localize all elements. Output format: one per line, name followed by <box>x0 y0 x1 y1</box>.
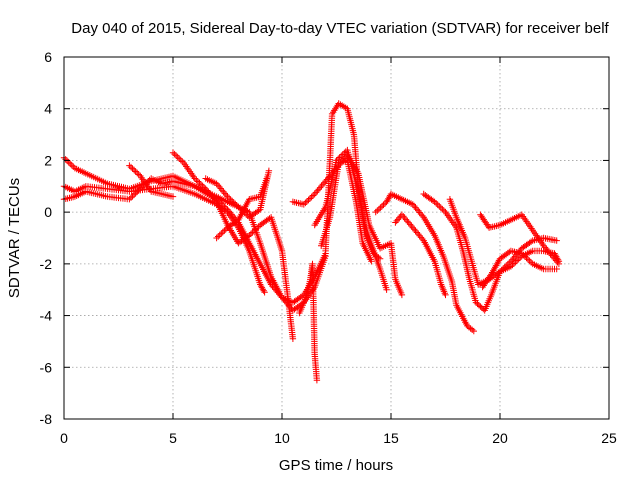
series-markers <box>289 152 406 299</box>
series-markers <box>392 211 449 299</box>
series-markers <box>318 157 375 265</box>
x-tick-label: 10 <box>274 430 290 446</box>
y-tick-label: 4 <box>44 101 52 117</box>
y-tick-label: 2 <box>44 152 52 168</box>
x-axis-label: GPS time / hours <box>279 457 393 474</box>
y-tick-label: -8 <box>40 411 53 427</box>
series-sat-l <box>318 157 375 265</box>
series-sat-g <box>213 175 270 242</box>
axis-ticks: 0 5 10 15 20 25 -8 -6 -4 -2 0 2 4 6 <box>40 49 617 446</box>
series-sat-e <box>169 149 297 342</box>
series-markers <box>372 190 477 335</box>
y-tick-label: -6 <box>40 359 53 375</box>
series-layer <box>60 100 563 384</box>
series-markers <box>296 260 321 384</box>
series-sat-i <box>289 152 406 299</box>
x-tick-label: 25 <box>601 430 617 446</box>
series-markers <box>213 175 270 242</box>
series-markers <box>420 190 563 314</box>
series-sat-h <box>296 260 321 384</box>
grid <box>64 57 609 419</box>
plot-frame <box>63 56 610 420</box>
x-tick-label: 20 <box>492 430 508 446</box>
x-tick-label: 15 <box>383 430 399 446</box>
y-tick-label: 6 <box>44 49 52 65</box>
series-sat-n <box>420 190 563 314</box>
series-sat-p <box>477 211 563 268</box>
series-markers <box>126 162 177 200</box>
x-tick-label: 5 <box>169 430 177 446</box>
y-tick-label: -4 <box>40 308 53 324</box>
series-sat-k <box>322 100 384 262</box>
series-sat-q <box>392 211 449 299</box>
y-tick-label: 0 <box>44 204 52 220</box>
series-markers <box>477 211 563 268</box>
y-axis-label: SDTVAR / TECUs <box>6 178 23 298</box>
chart-title: Day 040 of 2015, Sidereal Day-to-day VTE… <box>71 20 609 37</box>
series-markers <box>322 100 384 262</box>
series-markers <box>169 149 297 342</box>
series-sat-d <box>126 162 177 200</box>
series-sat-m <box>372 190 477 335</box>
y-tick-label: -2 <box>40 256 53 272</box>
series-sat-r <box>479 247 560 291</box>
series-markers <box>479 247 560 291</box>
x-tick-label: 0 <box>60 430 68 446</box>
